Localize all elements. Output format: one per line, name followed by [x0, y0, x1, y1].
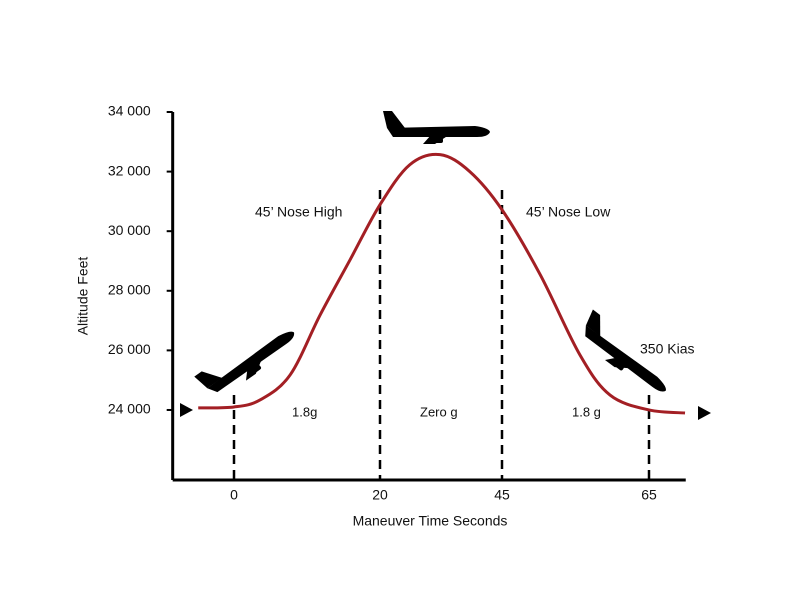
y-tick-label: 30 000 — [108, 222, 151, 238]
annotation: 1.8g — [292, 404, 317, 419]
y-tick-label: 24 000 — [108, 401, 151, 417]
arrow-head — [180, 403, 193, 417]
airplane-icon — [383, 111, 490, 144]
y-tick-label: 34 000 — [108, 103, 151, 119]
y-tick-label: 32 000 — [108, 162, 151, 178]
altitude-line — [198, 152, 686, 415]
annotation: Zero g — [420, 404, 458, 419]
annotation: 1.8 g — [572, 404, 601, 419]
y-axis-label: Altitude Feet — [75, 257, 91, 336]
x-tick-label: 20 — [372, 487, 388, 503]
x-axis-label: Maneuver Time Seconds — [353, 513, 508, 529]
annotation: 45’ Nose High — [255, 204, 342, 220]
annotation: 350 Kias — [640, 341, 694, 357]
airplane-icon — [194, 315, 301, 404]
y-tick-label: 26 000 — [108, 341, 151, 357]
x-tick-label: 0 — [230, 487, 238, 503]
arrow-head — [698, 406, 711, 420]
y-tick-label: 28 000 — [108, 281, 151, 297]
annotation: 45’ Nose Low — [526, 204, 611, 220]
x-tick-label: 45 — [494, 487, 510, 503]
x-tick-label: 65 — [641, 487, 657, 503]
